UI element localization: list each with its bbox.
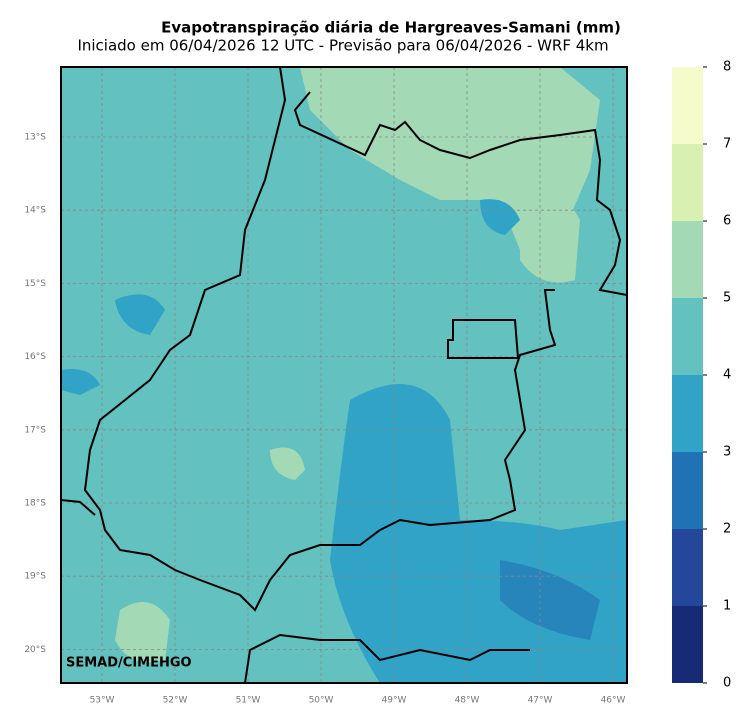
credit: SEMAD/CIMEHGO [66, 656, 192, 671]
lon-label: 46°W [601, 696, 626, 706]
lon-label: 49°W [382, 696, 407, 706]
lower-et-area [500, 560, 600, 640]
lat-label: 13°S [24, 133, 46, 143]
lon-label: 53°W [90, 696, 115, 706]
colorbar-tick-label: 7 [723, 137, 731, 152]
colorbar-band [672, 452, 703, 529]
lon-label: 47°W [528, 696, 553, 706]
colorbar-band [672, 375, 703, 452]
colorbar-band [672, 221, 703, 298]
lat-label: 20°S [24, 645, 46, 655]
lat-label: 18°S [24, 499, 46, 509]
map-frame [60, 66, 628, 684]
colorbar-band [672, 67, 703, 144]
colorbar-band [672, 529, 703, 606]
graticule [61, 67, 627, 683]
colorbar-tick-label: 0 [723, 676, 731, 691]
low-et-area [115, 294, 165, 335]
lat-label: 16°S [24, 352, 46, 362]
colorbar-band [672, 144, 703, 221]
colorbar-band [672, 606, 703, 683]
lat-label: 17°S [24, 425, 46, 435]
map [61, 67, 627, 683]
colorbar-tick-label: 1 [723, 599, 731, 614]
low-et-area [480, 199, 520, 235]
title: Evapotranspiração diária de Hargreaves-S… [161, 19, 621, 37]
state-border [61, 499, 530, 683]
lon-label: 48°W [455, 696, 480, 706]
high-et-area [520, 193, 580, 283]
lon-label: 52°W [163, 696, 188, 706]
colorbar-tick-label: 3 [723, 445, 731, 460]
colorbar: 0 1 2 3 4 5 6 7 8 [672, 60, 731, 691]
colorbar-tick-label: 2 [723, 522, 731, 537]
colorbar-band [672, 298, 703, 375]
district-border [447, 319, 520, 359]
lat-label: 19°S [24, 572, 46, 582]
colorbar-tick-label: 8 [723, 60, 731, 75]
lon-label: 50°W [309, 696, 334, 706]
colorbar-tick-label: 4 [723, 368, 731, 383]
state-border [83, 67, 627, 612]
colorbar-tick-label: 5 [723, 291, 731, 306]
lon-label: 51°W [236, 696, 261, 706]
lat-label: 15°S [24, 279, 46, 289]
subtitle: Iniciado em 06/04/2026 12 UTC - Previsão… [77, 37, 608, 55]
low-et-area [61, 369, 100, 395]
high-et-area [270, 447, 305, 480]
high-et-area [115, 602, 170, 663]
colorbar-tick-label: 6 [723, 214, 731, 229]
lat-label: 14°S [24, 206, 46, 216]
